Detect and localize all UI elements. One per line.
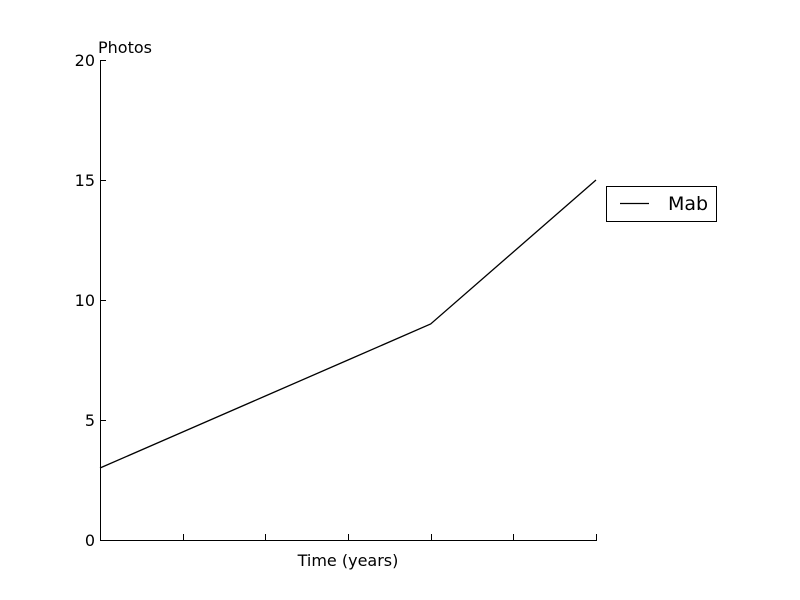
y-tick-label: 5 [85, 411, 95, 430]
series-layer [99, 179, 597, 469]
y-tick-label: 15 [75, 171, 95, 190]
x-axis-title: Time (years) [297, 551, 399, 570]
y-tick-label: 10 [75, 291, 95, 310]
legend: Mab [606, 186, 717, 222]
series-line-mab [99, 179, 597, 469]
y-tick-label: 20 [75, 51, 95, 70]
legend-label-mab: Mab [668, 193, 708, 215]
y-tick-label: 0 [85, 531, 95, 550]
ticks-layer: 0 5 10 15 20 [75, 51, 597, 550]
axes-layer [100, 60, 597, 541]
y-axis-title: Photos [98, 38, 152, 57]
